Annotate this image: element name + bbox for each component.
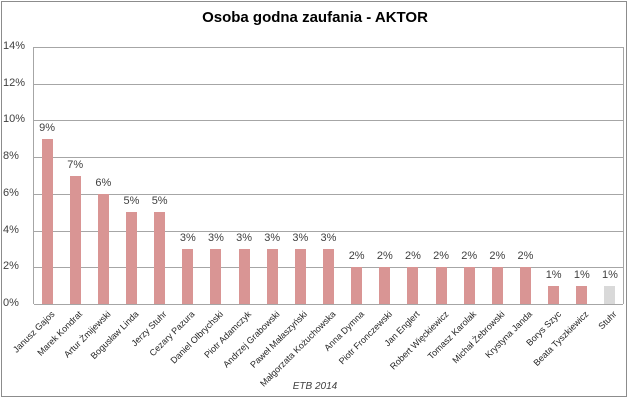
bar-value-label: 2% (517, 250, 534, 263)
bar (154, 212, 166, 304)
y-tick-label: 14% (3, 40, 26, 52)
y-tick-label: 10% (3, 113, 26, 126)
gridline (34, 47, 623, 48)
gridline (34, 230, 623, 232)
bar (407, 267, 419, 304)
y-tick-label: 12% (3, 76, 26, 89)
bar (351, 267, 363, 304)
gridline (34, 157, 623, 159)
source-note: ETB 2014 (292, 381, 338, 392)
bar-value-label: 6% (95, 176, 112, 189)
bar (491, 267, 503, 304)
bar (266, 248, 278, 304)
bar-value-label: 1% (573, 268, 590, 281)
y-tick-label: 4% (3, 223, 19, 236)
chart-title: Osoba godna zaufania - AKTOR (202, 9, 428, 26)
gridline (34, 120, 623, 122)
bar (182, 248, 194, 304)
y-tick-label: 2% (3, 260, 19, 273)
bar (463, 267, 475, 304)
bar (126, 212, 137, 304)
gridline (34, 83, 623, 85)
bar-value-label: 7% (67, 158, 84, 171)
bar-value-label: 2% (461, 250, 478, 263)
bar (548, 285, 560, 304)
y-tick-label: 0% (3, 297, 19, 309)
bar-value-label: 3% (207, 231, 224, 244)
bar-value-label: 1% (545, 268, 562, 281)
bar-value-label: 2% (404, 250, 421, 263)
y-tick-label: 8% (3, 150, 19, 163)
bar (41, 138, 53, 304)
bar (323, 248, 334, 304)
bar-value-label: 3% (292, 231, 309, 244)
bar-value-label: 9% (39, 121, 56, 134)
bar (520, 267, 531, 304)
bar (238, 248, 250, 304)
bar-value-label: 3% (264, 231, 281, 244)
bar (294, 248, 306, 304)
plot-area: 9% 7% 6% 5% 5% 3% 3% 3% 3% 3% 3% 2% 2% 2% 2% 2% 2% 2% 1% 1%… (33, 47, 624, 305)
gridline (34, 193, 623, 195)
bar-value-label: 3% (236, 231, 253, 244)
bar-value-label: 2% (489, 250, 506, 263)
bar (210, 248, 222, 304)
y-tick-label: 6% (3, 186, 19, 199)
gridline (34, 304, 623, 305)
bar (379, 267, 391, 304)
bar-value-label: 5% (123, 195, 140, 208)
bar-value-label: 5% (151, 195, 168, 208)
bar (604, 285, 616, 304)
bar-value-label: 2% (348, 250, 365, 263)
bar-value-label: 3% (179, 231, 196, 244)
bar (435, 267, 447, 304)
bar (576, 285, 588, 304)
bar-value-label: 2% (433, 250, 450, 263)
bar (97, 193, 109, 304)
bar-value-label: 2% (376, 250, 393, 263)
bar-value-label: 1% (601, 268, 618, 281)
bar-value-label: 3% (320, 231, 337, 244)
bar (69, 175, 81, 304)
